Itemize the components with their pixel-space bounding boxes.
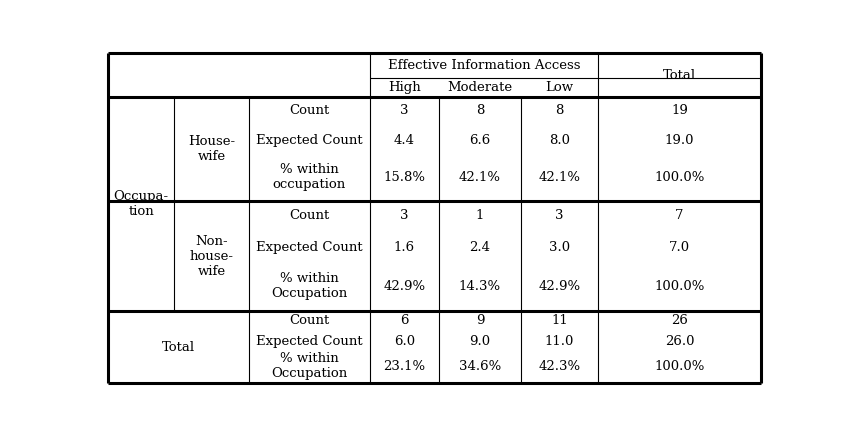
Text: 8: 8 (555, 104, 564, 117)
Text: High: High (388, 81, 421, 94)
Text: Count: Count (289, 314, 330, 327)
Text: 42.9%: 42.9% (538, 280, 580, 292)
Text: 3.0: 3.0 (549, 241, 570, 254)
Text: 42.3%: 42.3% (538, 360, 580, 373)
Text: 26.0: 26.0 (665, 335, 695, 348)
Text: 3: 3 (400, 104, 409, 117)
Text: 23.1%: 23.1% (383, 360, 426, 373)
Text: 8: 8 (476, 104, 484, 117)
Text: 2.4: 2.4 (470, 241, 490, 254)
Text: 34.6%: 34.6% (459, 360, 501, 373)
Text: 19: 19 (671, 104, 688, 117)
Text: 9.0: 9.0 (470, 335, 490, 348)
Text: 19.0: 19.0 (665, 134, 695, 147)
Text: 9: 9 (476, 314, 484, 327)
Text: 100.0%: 100.0% (655, 360, 705, 373)
Text: Moderate: Moderate (448, 81, 512, 94)
Text: 42.9%: 42.9% (383, 280, 426, 292)
Text: 11: 11 (551, 314, 568, 327)
Text: 11.0: 11.0 (544, 335, 574, 348)
Text: Total: Total (663, 69, 696, 82)
Text: 6: 6 (400, 314, 409, 327)
Text: 6.6: 6.6 (469, 134, 490, 147)
Text: 1: 1 (476, 209, 484, 222)
Text: % within
Occupation: % within Occupation (271, 272, 348, 300)
Text: 3: 3 (555, 209, 564, 222)
Text: 42.1%: 42.1% (538, 171, 580, 184)
Text: 100.0%: 100.0% (655, 280, 705, 292)
Text: Low: Low (545, 81, 573, 94)
Text: Occupa-
tion: Occupa- tion (114, 191, 169, 218)
Text: Expected Count: Expected Count (256, 134, 363, 147)
Text: 100.0%: 100.0% (655, 171, 705, 184)
Text: House-
wife: House- wife (188, 135, 236, 163)
Text: Total: Total (162, 341, 195, 354)
Text: Expected Count: Expected Count (256, 335, 363, 348)
Text: 6.0: 6.0 (393, 335, 415, 348)
Text: 26: 26 (671, 314, 688, 327)
Text: Non-
house-
wife: Non- house- wife (190, 235, 234, 278)
Text: % within
occupation: % within occupation (273, 163, 346, 191)
Text: Count: Count (289, 209, 330, 222)
Text: Count: Count (289, 104, 330, 117)
Text: Expected Count: Expected Count (256, 241, 363, 254)
Text: 7.0: 7.0 (669, 241, 690, 254)
Text: 3: 3 (400, 209, 409, 222)
Text: % within
Occupation: % within Occupation (271, 353, 348, 381)
Text: 7: 7 (675, 209, 683, 222)
Text: 15.8%: 15.8% (383, 171, 426, 184)
Text: Effective Information Access: Effective Information Access (388, 59, 580, 72)
Text: 4.4: 4.4 (393, 134, 415, 147)
Text: 14.3%: 14.3% (459, 280, 501, 292)
Text: 8.0: 8.0 (549, 134, 570, 147)
Text: 1.6: 1.6 (393, 241, 415, 254)
Text: 42.1%: 42.1% (459, 171, 501, 184)
